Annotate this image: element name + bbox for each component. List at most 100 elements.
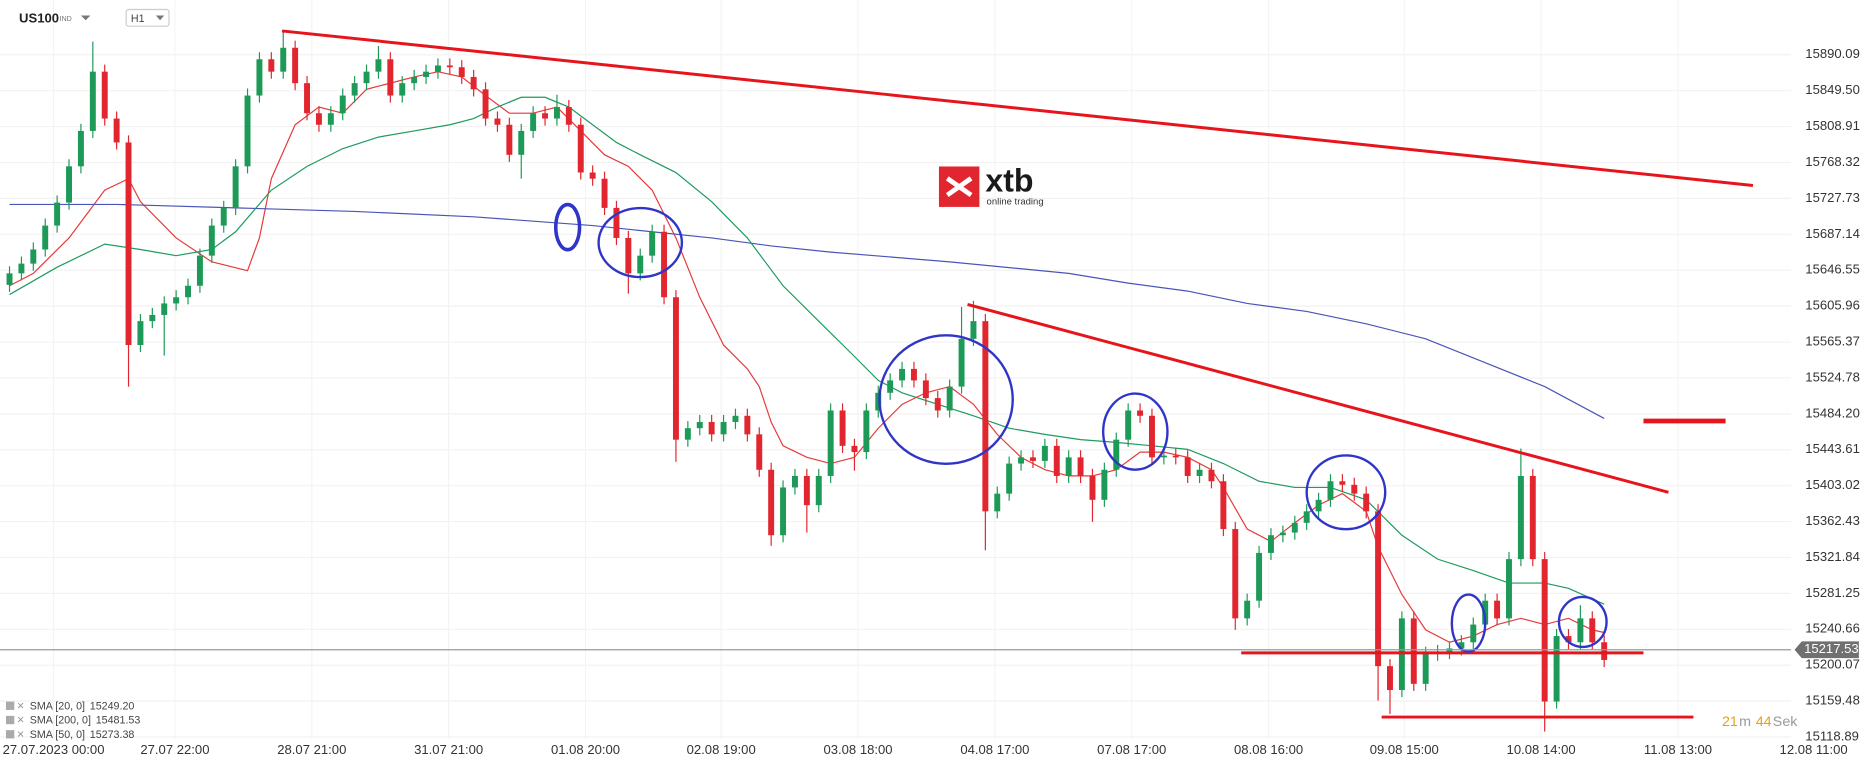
grid — [0, 0, 1792, 740]
candle-body — [1220, 481, 1227, 530]
x-tick-label: 27.07 22:00 — [140, 742, 209, 757]
candle-body — [1541, 559, 1548, 702]
legend-name: SMA [50, 0] — [30, 729, 85, 741]
candle-body — [791, 475, 798, 488]
legend-name: SMA [20, 0] — [30, 700, 85, 712]
candle-body — [1410, 618, 1417, 684]
candle-body — [625, 237, 632, 274]
x-tick-label: 31.07 21:00 — [414, 742, 483, 757]
x-tick-label: 03.08 18:00 — [823, 742, 892, 757]
candle-body — [1125, 410, 1132, 440]
candle-body — [803, 475, 810, 506]
candle-body — [1137, 410, 1144, 416]
candle-body — [399, 83, 406, 96]
candle-body — [970, 321, 977, 339]
circle — [1305, 454, 1387, 531]
countdown: 21m 44Sek — [1722, 714, 1798, 730]
axes: 15890.09 15849.50 15808.91 15768.32 15727.73… — [0, 46, 1860, 757]
countdown-minutes: 21 — [1722, 714, 1738, 730]
candle-body — [1506, 559, 1512, 619]
y-tick-label: 15321.84 — [1805, 549, 1860, 564]
candle-body — [220, 207, 227, 226]
circle-annotations — [553, 202, 1608, 653]
candle-body — [113, 118, 120, 143]
candle-body — [875, 392, 882, 411]
legend-icon — [5, 715, 15, 725]
y-tick-label: 15727.73 — [1805, 190, 1860, 205]
candle-body — [1315, 499, 1322, 512]
candles — [6, 30, 1608, 732]
legend-entry: SMA [50, 0] 15273.38 — [30, 729, 135, 741]
circle — [1101, 392, 1169, 471]
x-tick-label: 28.07 21:00 — [277, 742, 346, 757]
candle-body — [292, 47, 299, 84]
candle-body — [1494, 600, 1501, 619]
candle-body — [661, 231, 668, 298]
candle-body — [256, 59, 263, 96]
candle-body — [1172, 455, 1179, 458]
candle-body — [1160, 455, 1167, 458]
timeframe[interactable]: H1 — [131, 13, 145, 25]
candle-body — [196, 255, 203, 286]
candle-body — [244, 95, 251, 167]
candle-body — [494, 118, 501, 125]
candle-body — [1101, 469, 1108, 500]
candle-body — [1327, 481, 1334, 500]
candle-body — [30, 249, 37, 264]
y-tick-label: 15443.61 — [1805, 441, 1860, 456]
candle-body — [18, 263, 25, 274]
y-tick-label: 15808.91 — [1805, 118, 1860, 133]
sma-line — [9, 203, 1605, 419]
y-tick-label: 15118.89 — [1805, 728, 1859, 743]
market: IND — [60, 15, 72, 23]
candle-body — [1363, 493, 1370, 512]
y-tick-label: 15524.78 — [1805, 369, 1860, 384]
candle-body — [1232, 529, 1239, 619]
legend-icon — [5, 701, 15, 710]
logo-x — [945, 176, 973, 197]
candle-body — [482, 89, 489, 119]
candle-body — [1065, 457, 1072, 476]
candle-body — [744, 415, 751, 435]
candle-body — [720, 421, 727, 435]
candle-body — [434, 65, 441, 72]
timeframe-box[interactable] — [125, 8, 170, 27]
timeframe-dropdown[interactable] — [155, 15, 165, 21]
symbol[interactable]: US100 — [19, 10, 59, 25]
candle-body — [1208, 469, 1215, 482]
candle-body — [732, 415, 739, 422]
candle-body — [42, 225, 49, 250]
last-price-box — [1794, 641, 1859, 659]
candle-body — [887, 380, 894, 393]
logo-text: xtb — [985, 163, 1033, 199]
symbol-dropdown[interactable] — [80, 15, 91, 21]
candle-body — [411, 76, 418, 84]
candle-body — [208, 225, 215, 256]
candle-body — [351, 83, 358, 96]
candle-body — [1077, 457, 1084, 476]
candle-body — [530, 113, 537, 131]
x-tick-label: 09.08 15:00 — [1370, 742, 1439, 757]
candle-body — [387, 59, 394, 96]
candle-body — [363, 71, 370, 84]
candle-body — [863, 410, 870, 453]
x-tick-label: 01.08 20:00 — [551, 742, 620, 757]
candle-body — [1006, 463, 1013, 494]
y-tick-label: 15565.37 — [1805, 333, 1860, 348]
x-tick-label: 27.07.2023 00:00 — [3, 742, 105, 757]
candle-body — [1470, 624, 1477, 643]
candle-body — [994, 493, 1001, 512]
candle-body — [1279, 532, 1286, 536]
x-tick-label: 08.08 16:00 — [1234, 742, 1303, 757]
legend-name: SMA [200, 0] — [30, 714, 91, 726]
legend-close: ✕ — [17, 701, 25, 712]
candle-body — [922, 380, 929, 399]
candle-body — [768, 469, 775, 536]
candle-body — [1267, 535, 1274, 553]
legend-entry: SMA [200, 0] 15481.53 — [30, 714, 141, 726]
candle-body — [672, 297, 679, 440]
candle-body — [827, 410, 834, 476]
last-price-label: 15217.53 — [1804, 641, 1859, 656]
candle-body — [268, 59, 275, 72]
circle — [1557, 595, 1608, 649]
